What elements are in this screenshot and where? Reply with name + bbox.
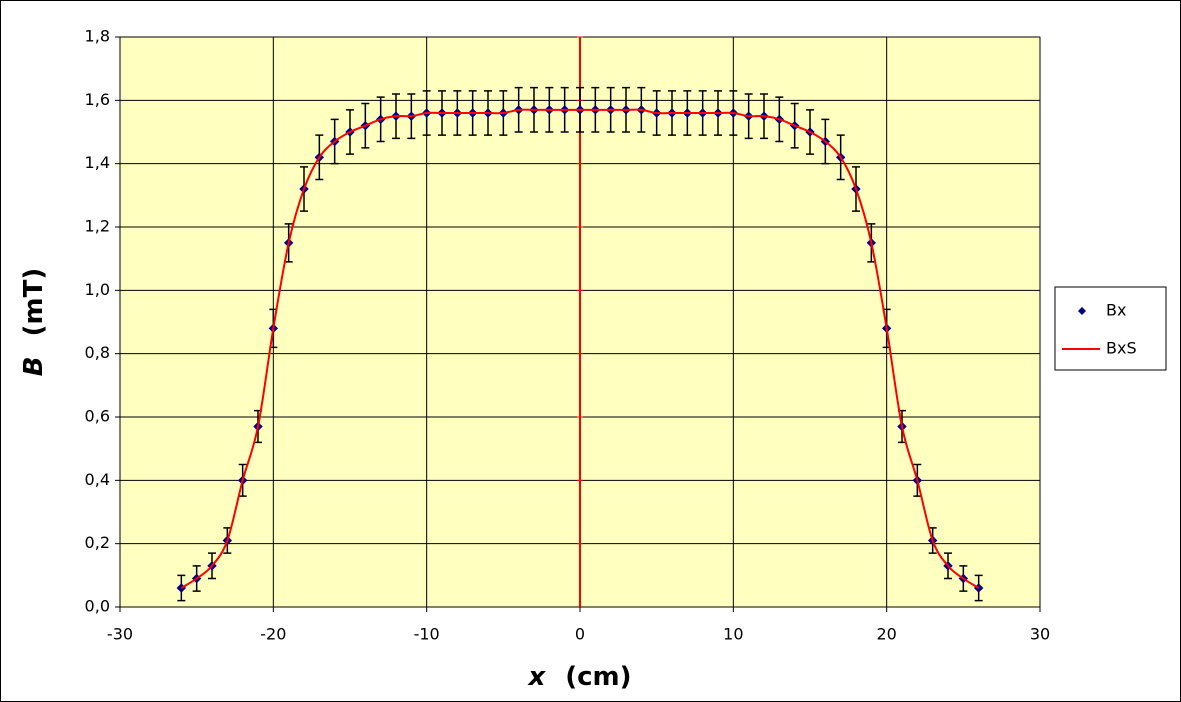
y-tick-label: 1,6 bbox=[85, 90, 110, 109]
x-axis-symbol: x bbox=[526, 662, 546, 692]
legend-label: BxS bbox=[1106, 339, 1137, 358]
x-tick-label: 20 bbox=[876, 625, 896, 644]
fit-line bbox=[180, 108, 980, 589]
y-axis-title: B (mT) bbox=[19, 268, 49, 376]
x-tick-label: -30 bbox=[107, 625, 133, 644]
y-tick-label: 0,2 bbox=[85, 533, 110, 552]
y-axis-symbol: B bbox=[19, 356, 49, 376]
legend-marker bbox=[1078, 307, 1086, 315]
x-tick-label: -10 bbox=[414, 625, 440, 644]
y-tick-label: 0,0 bbox=[85, 597, 110, 616]
x-tick-label: 10 bbox=[723, 625, 743, 644]
x-tick-label: 30 bbox=[1030, 625, 1050, 644]
y-tick-label: 1,8 bbox=[85, 27, 110, 46]
x-tick-label: -20 bbox=[260, 625, 286, 644]
y-tick-label: 0,8 bbox=[85, 343, 110, 362]
y-axis-unit: (mT) bbox=[19, 268, 49, 337]
legend-box bbox=[1054, 286, 1167, 371]
x-axis-title: x (cm) bbox=[526, 662, 631, 692]
y-tick-label: 0,4 bbox=[85, 470, 110, 489]
y-tick-label: 1,4 bbox=[85, 153, 110, 172]
y-tick-label: 1,2 bbox=[85, 217, 110, 236]
legend-label: Bx bbox=[1106, 301, 1126, 320]
x-tick-label: 0 bbox=[575, 625, 585, 644]
y-tick-label: 1,0 bbox=[85, 280, 110, 299]
y-tick-label: 0,6 bbox=[85, 407, 110, 426]
x-axis-unit: (cm) bbox=[565, 662, 631, 692]
